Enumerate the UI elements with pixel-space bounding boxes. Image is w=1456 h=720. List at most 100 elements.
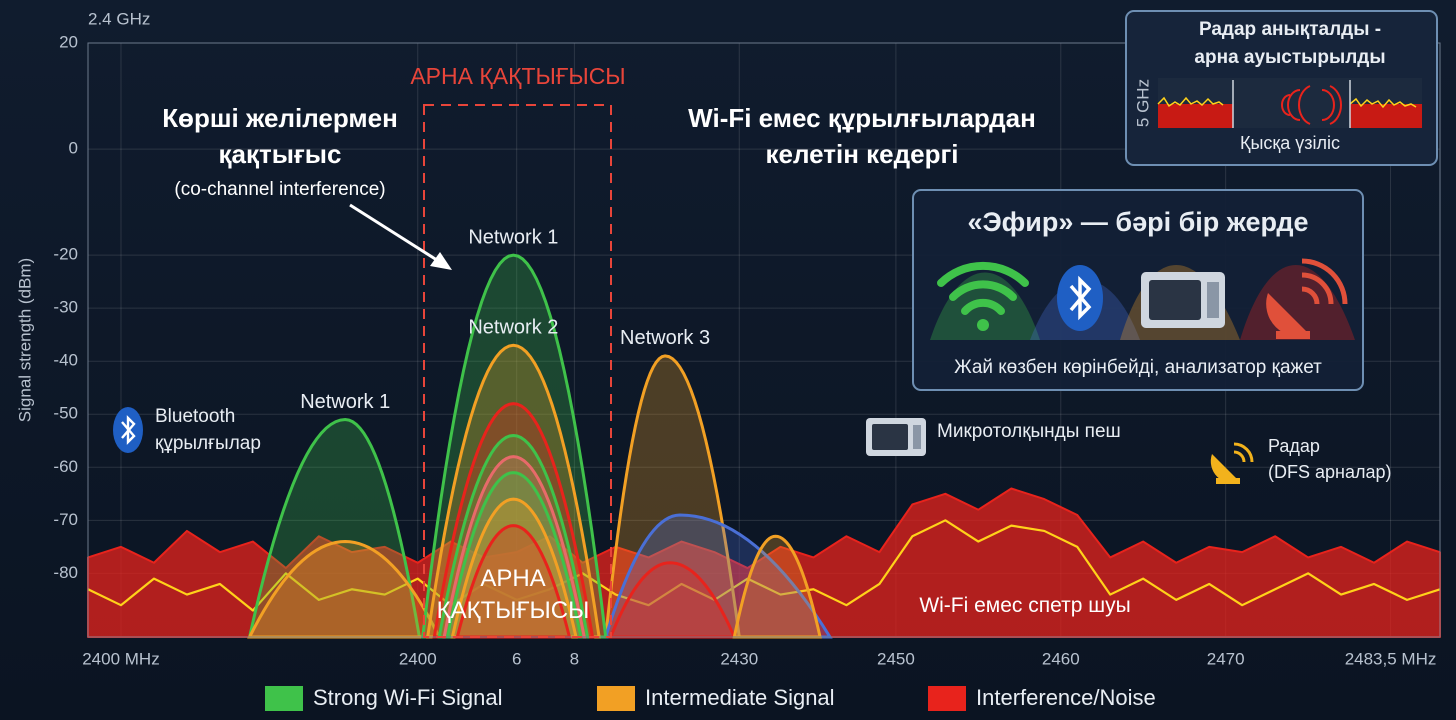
annotation: Wi-Fi емес құрылғылардан келетін кедергі (688, 103, 1036, 169)
x-tick-label: 2430 (720, 649, 758, 668)
annotation-line: АРНА (480, 565, 545, 592)
signal-hump (732, 534, 822, 639)
icon-base (1276, 331, 1310, 339)
y-tick-label: -20 (53, 245, 78, 264)
signal-hump (421, 253, 608, 639)
icon-dish (1210, 454, 1240, 484)
annotation-line: Көрші желілермен (162, 103, 398, 133)
x-tick-label: 2450 (877, 649, 915, 668)
panel-bluetooth-icon (1057, 265, 1103, 331)
signal-hump (442, 455, 587, 639)
annotation: Wi-Fi емес спетр шуы (919, 594, 1130, 617)
icon-waves (1233, 442, 1254, 463)
x-tick-label: 2470 (1207, 649, 1245, 668)
legend: Strong Wi-Fi Signal Intermediate Signal In… (265, 685, 1156, 711)
signal-hump (247, 540, 442, 639)
x-tick-label: 8 (570, 649, 579, 668)
bluetooth-icon (113, 407, 143, 453)
inset-radar-waves (1281, 85, 1343, 125)
panel-microwave-icon (1141, 272, 1225, 328)
y-tick-label: -50 (53, 404, 78, 423)
panel-frame (912, 189, 1364, 391)
annotation-line: Bluetooth (155, 406, 235, 427)
radar-icon (1210, 442, 1254, 484)
signal-hump (450, 497, 578, 639)
annotation: (co-channel interference) (174, 179, 385, 200)
annotation-line: (co-channel interference) (174, 179, 385, 200)
annotation: Радар (DFS арналар) (1268, 436, 1392, 482)
y-axis-label: Signal strength (dBm) (15, 258, 34, 422)
hump-label: Network 1 (300, 391, 390, 413)
annotation-line: (DFS арналар) (1268, 462, 1392, 482)
icon-panel (913, 425, 921, 449)
inset: 5 GHz Радар анықталды -арна ауыстырылды … (1125, 10, 1438, 166)
arrow-line (349, 203, 441, 264)
inset-noise-line (1157, 96, 1417, 109)
hump-label: Network 3 (620, 327, 710, 349)
legend-swatch (597, 686, 635, 711)
legend-label: Strong Wi-Fi Signal (313, 685, 503, 710)
icon-dot (977, 319, 989, 331)
inset-title-line: арна ауыстырылды (1194, 47, 1385, 68)
signal-hump (604, 354, 741, 639)
x-tick-label: 2483,5 MHz (1345, 649, 1437, 668)
info-panel: «Эфир» — бәрі бір жерде Жай көзбен көрін… (912, 189, 1364, 391)
y-tick-label: -80 (53, 563, 78, 582)
icon-arcs (937, 261, 1029, 315)
x-tick-label: 6 (512, 649, 521, 668)
legend-label: Interference/Noise (976, 685, 1156, 710)
arrow-head (430, 252, 452, 270)
annotation: АРНА ҚАҚТЫҒЫСЫ (437, 565, 590, 624)
arrow (349, 203, 452, 270)
icon-door (1149, 280, 1201, 320)
icon-glyph (121, 415, 136, 445)
conflict-box (423, 104, 612, 638)
panel-radar-icon (1266, 258, 1348, 339)
y-tick-label: -30 (53, 298, 78, 317)
panel-wifi-icon (937, 261, 1029, 331)
inset-title: Радар анықталды - арна ауыстырылды (1194, 19, 1385, 68)
x-tick-label: 2400 MHz (82, 649, 159, 668)
icon-base (1216, 478, 1240, 484)
y-tick-label: -60 (53, 457, 78, 476)
inset-noise (1350, 104, 1422, 128)
annotation-line: Wi-Fi емес құрылғылардан (688, 103, 1036, 133)
panel-caption: Жай көзбен көрінбейді, анализатор қажет (954, 357, 1322, 378)
annotation-line: Радар (1268, 436, 1320, 456)
signal-hump (437, 433, 590, 639)
annotation-line: Wi-Fi емес спетр шуы (919, 594, 1130, 617)
legend-swatch (265, 686, 303, 711)
annotation: Көрші желілермен қақтығыс (162, 103, 398, 169)
icon-waves (1301, 258, 1348, 305)
x-tick-label: 2400 (399, 649, 437, 668)
plot-area (87, 253, 1441, 639)
signal-hump (445, 471, 583, 639)
annotation-line: құрылғылар (155, 433, 261, 454)
signal-hump (247, 418, 422, 639)
legend-swatch (928, 686, 966, 711)
y-tick-label: 0 (69, 139, 78, 158)
signal-hump (455, 524, 572, 639)
annotation-line: Микротолқынды пеш (937, 421, 1121, 442)
inset-noise (1158, 104, 1233, 128)
hump-label: Network 2 (468, 317, 558, 339)
icon-glyph (1069, 275, 1092, 321)
signal-hump (608, 561, 737, 639)
annotation-line: ҚАҚТЫҒЫСЫ (437, 597, 590, 624)
panel-hump (1240, 265, 1355, 340)
icon-door (872, 424, 908, 450)
inset-axis-label: 5 GHz (1133, 79, 1152, 127)
y-tick-label: -40 (53, 351, 78, 370)
noise-line (87, 519, 1441, 612)
band-label: 2.4 GHz (88, 9, 150, 28)
plot-frame (87, 42, 1441, 638)
annotation-line: АРНА ҚАҚТЫҒЫСЫ (410, 63, 625, 89)
inset-title-line: Радар анықталды - (1199, 19, 1381, 40)
x-tick-label: 2460 (1042, 649, 1080, 668)
y-tick-label: -70 (53, 510, 78, 529)
hump-label: Network 1 (468, 226, 558, 248)
inset-caption: Қысқа үзіліс (1240, 133, 1340, 153)
panel-title: «Эфир» — бәрі бір жерде (967, 207, 1308, 237)
